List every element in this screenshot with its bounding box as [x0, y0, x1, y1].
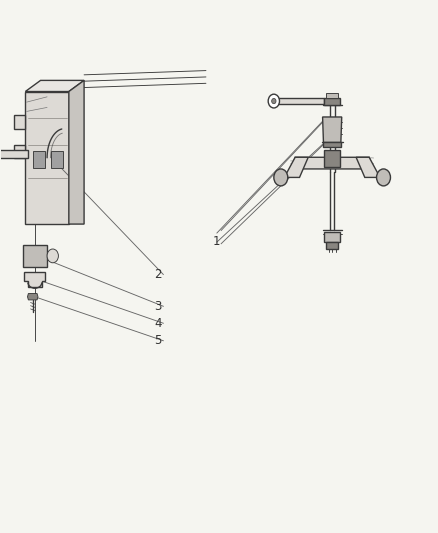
- Circle shape: [268, 94, 279, 108]
- Bar: [33, 151, 46, 168]
- Polygon shape: [28, 294, 38, 300]
- Text: 3: 3: [154, 300, 162, 313]
- Bar: [323, 142, 341, 147]
- Polygon shape: [322, 117, 342, 142]
- Polygon shape: [278, 98, 324, 104]
- Bar: [50, 151, 63, 168]
- Bar: [326, 241, 338, 249]
- Polygon shape: [25, 272, 46, 287]
- Polygon shape: [25, 80, 84, 92]
- Circle shape: [47, 249, 58, 263]
- Polygon shape: [14, 115, 25, 128]
- Circle shape: [272, 99, 276, 104]
- Polygon shape: [25, 92, 69, 224]
- Circle shape: [274, 169, 288, 186]
- Text: 1: 1: [213, 235, 221, 247]
- Polygon shape: [0, 150, 28, 158]
- Text: 2: 2: [154, 268, 162, 281]
- Bar: [23, 245, 47, 266]
- Bar: [326, 93, 338, 98]
- Bar: [324, 150, 340, 167]
- Polygon shape: [14, 144, 25, 158]
- Text: 5: 5: [154, 334, 162, 347]
- Polygon shape: [291, 157, 374, 169]
- Circle shape: [377, 169, 391, 186]
- Polygon shape: [356, 157, 380, 177]
- Text: 4: 4: [154, 317, 162, 330]
- Bar: [324, 98, 340, 105]
- Polygon shape: [284, 157, 308, 177]
- Bar: [324, 232, 340, 241]
- Polygon shape: [69, 80, 84, 224]
